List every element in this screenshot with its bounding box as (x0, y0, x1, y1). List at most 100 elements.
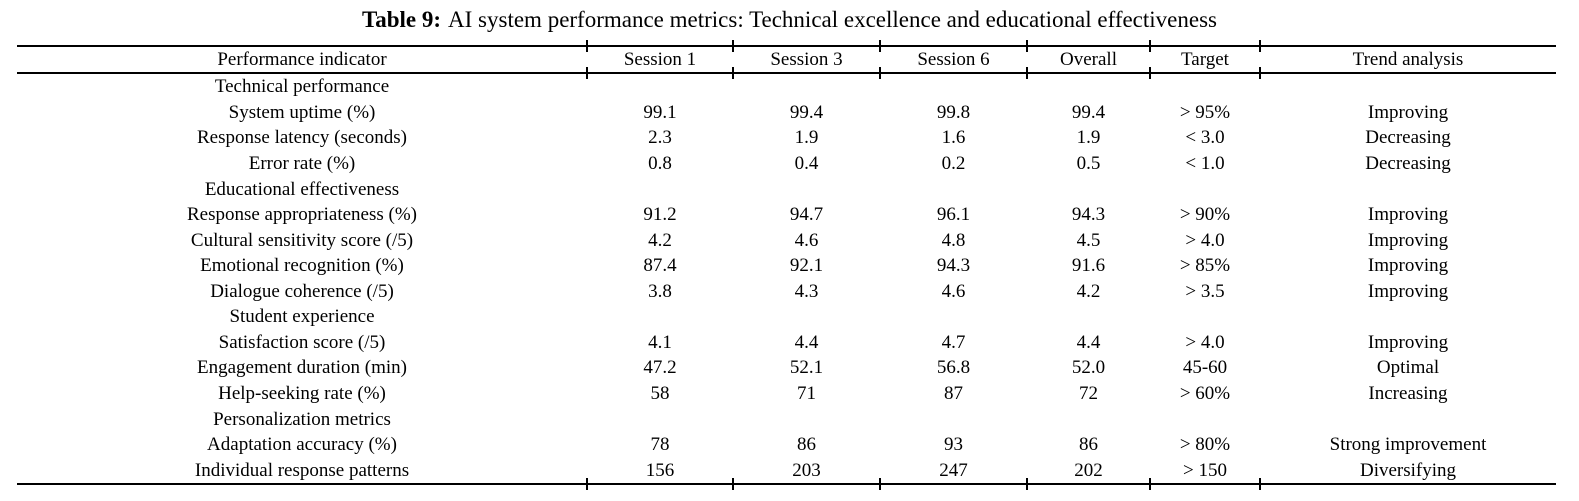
table-rule-header-bottom (17, 72, 1556, 74)
table-row: Engagement duration (min) 47.2 52.1 56.8 52.… (17, 355, 1556, 381)
table-cell: 247 (939, 459, 968, 481)
table-cell: > 80% (1179, 434, 1231, 456)
table-cell: 92.1 (789, 255, 824, 277)
table-cell: 0.2 (941, 152, 966, 174)
column-header: Session 3 (770, 49, 843, 70)
table-row: Response latency (seconds) 2.3 1.9 1.6 1.9 < … (17, 125, 1556, 151)
table-cell (880, 74, 1027, 100)
table-cell: 99.4 (1071, 101, 1106, 123)
table-cell: 1.9 (1076, 127, 1101, 149)
table-row: Satisfaction score (/5) 4.1 4.4 4.7 4.4 > 4.0… (17, 330, 1556, 356)
table-cell: 96.1 (936, 204, 971, 226)
table-cell (733, 176, 880, 202)
table-cell: 203 (792, 459, 821, 481)
table-cell: Improving (1367, 255, 1449, 277)
column-separator-tick (1259, 67, 1261, 79)
table-cell: Adaptation accuracy (%) (207, 434, 397, 456)
table-cell: 0.8 (648, 152, 672, 174)
column-separator-tick (1259, 40, 1261, 52)
table-cell: 45-60 (1182, 357, 1228, 379)
table-cell (1260, 406, 1556, 432)
column-separator-tick (732, 478, 734, 490)
table-cell: 4.2 (648, 229, 672, 251)
table-cell: Dialogue coherence (/5) (210, 280, 394, 302)
table-cell: Engagement duration (min) (197, 357, 407, 379)
column-header: Performance indicator (217, 49, 387, 70)
table-cell: Response latency (seconds) (197, 127, 407, 149)
table-cell (733, 406, 880, 432)
column-header: Overall (1060, 49, 1117, 70)
table-cell: Optimal (1376, 357, 1440, 379)
section-label: Technical performance (214, 76, 390, 98)
column-separator-tick (1149, 67, 1151, 79)
table-cell: 0.4 (794, 152, 819, 174)
table-cell: 99.4 (789, 101, 824, 123)
table-cell (587, 176, 733, 202)
table-cell: > 85% (1179, 255, 1231, 277)
section-label: Student experience (229, 306, 375, 328)
table-cell: 4.8 (941, 229, 966, 251)
table-cell: 156 (645, 459, 675, 481)
table-cell: 0.5 (1076, 152, 1101, 174)
table-cell: 71 (797, 383, 816, 405)
table-cell: 94.3 (936, 255, 971, 277)
table-cell: 72 (1079, 383, 1098, 405)
metrics-table: Performance indicator Session 1 Session 3 S… (17, 40, 1556, 490)
table-cell: 86 (1079, 434, 1098, 456)
column-separator-tick (586, 478, 588, 490)
table-cell: Cultural sensitivity score (/5) (190, 229, 414, 251)
table-cell: 4.7 (941, 331, 966, 353)
table-cell (1150, 74, 1260, 100)
table-cell: Improving (1367, 101, 1449, 123)
table-cell: Decreasing (1365, 127, 1451, 149)
column-header: Target (1181, 49, 1229, 70)
table-cell: Improving (1367, 229, 1449, 251)
table-cell: Individual response patterns (194, 459, 410, 481)
table-cell: 91.6 (1071, 255, 1106, 277)
column-separator-tick (586, 67, 588, 79)
column-separator-tick (1026, 67, 1028, 79)
table-cell: Response appropriateness (%) (186, 204, 418, 226)
column-separator-tick (879, 478, 881, 490)
column-separator-tick (1259, 478, 1261, 490)
table-cell: 93 (944, 434, 963, 456)
table-cell: 47.2 (643, 357, 677, 379)
table-cell: 56.8 (936, 357, 971, 379)
table-cell: 4.6 (794, 229, 819, 251)
table-cell: 2.3 (648, 127, 672, 149)
table-cell (1150, 176, 1260, 202)
table-cell: 94.3 (1071, 204, 1106, 226)
table-cell: Error rate (%) (248, 152, 356, 174)
table-row: System uptime (%) 99.1 99.4 99.8 99.4 > 95% Im… (17, 100, 1556, 126)
table-cell: Improving (1367, 280, 1449, 302)
section-row: Technical performance (17, 74, 1556, 100)
table-caption: Table 9: AI system performance metrics: T… (0, 5, 1579, 35)
column-separator-tick (732, 40, 734, 52)
table-cell (1027, 74, 1150, 100)
table-cell: Diversifying (1359, 459, 1457, 481)
table-cell (1260, 74, 1556, 100)
table-cell: Improving (1367, 331, 1449, 353)
column-separator-tick (1149, 478, 1151, 490)
section-label: Personalization metrics (213, 408, 391, 430)
table-cell: Decreasing (1365, 152, 1451, 174)
table-cell (880, 304, 1027, 330)
table-cell (880, 176, 1027, 202)
column-separator-tick (586, 40, 588, 52)
table-row: Cultural sensitivity score (/5) 4.2 4.6 4.8… (17, 227, 1556, 253)
table-cell: 4.6 (941, 280, 966, 302)
table-cell: 58 (650, 383, 670, 405)
table-cell: 86 (797, 434, 816, 456)
table-cell: 94.7 (789, 204, 824, 226)
table-row: Emotional recognition (%) 87.4 92.1 94.3 91.… (17, 253, 1556, 279)
table-cell (1260, 304, 1556, 330)
table-cell: 4.4 (1076, 331, 1101, 353)
table-cell: 4.4 (794, 331, 819, 353)
table-row: Adaptation accuracy (%) 78 86 93 86 > 80% Stro… (17, 432, 1556, 458)
column-separator-tick (732, 67, 734, 79)
table-cell: Help-seeking rate (%) (218, 383, 386, 405)
table-cell: 91.2 (643, 204, 677, 226)
table-cell: 1.9 (794, 127, 819, 149)
table-cell (733, 74, 880, 100)
table-cell: 78 (650, 434, 670, 456)
